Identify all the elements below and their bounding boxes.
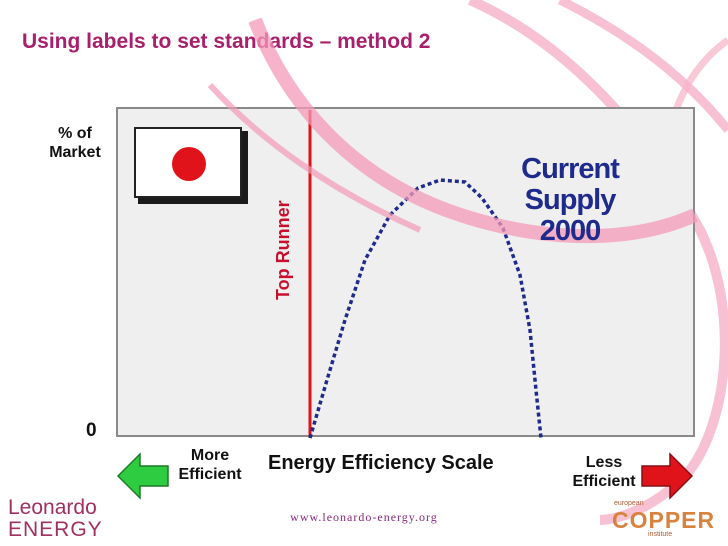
ribbon-front — [248, 17, 698, 244]
logo-energy: ENERGY — [8, 518, 103, 541]
logo-copper-top: european — [614, 500, 644, 507]
right-arrow-icon — [641, 452, 694, 500]
curve-label-line1: Current — [521, 153, 620, 185]
ribbon-front-2 — [207, 82, 422, 233]
less-efficient-label: Less Efficient — [564, 453, 644, 491]
y-axis-zero: 0 — [86, 420, 97, 441]
logo-copper-bottom: institute — [648, 531, 673, 538]
y-axis-label-line1: % of — [58, 125, 92, 142]
y-axis-label: % of Market — [40, 124, 110, 162]
logo-leonardo: Leonardo — [8, 496, 97, 519]
more-efficient-line2: Efficient — [178, 466, 242, 483]
top-runner-label: Top Runner — [273, 200, 293, 300]
x-axis-label: Energy Efficiency Scale — [268, 452, 494, 474]
curve-label-line3: 2000 — [539, 215, 602, 247]
logo-copper: COPPER — [612, 507, 716, 533]
footer-url: www.leonardo-energy.org — [290, 510, 438, 524]
flag-red-disc — [172, 147, 206, 181]
less-efficient-line1: Less — [585, 454, 623, 471]
y-axis-label-line2: Market — [49, 144, 101, 161]
current-supply-curve — [308, 178, 543, 439]
flag-field — [134, 127, 242, 198]
slide-title: Using labels to set standards – method 2 — [22, 30, 431, 53]
curve-label: Current Supply 2000 — [505, 154, 635, 247]
more-efficient-line1: More — [190, 447, 230, 464]
more-efficient-label: More Efficient — [170, 446, 250, 484]
japan-flag-icon — [134, 127, 248, 204]
left-arrow-icon — [116, 452, 169, 500]
curve-label-line2: Supply — [524, 184, 617, 216]
less-efficient-line2: Efficient — [572, 473, 636, 490]
